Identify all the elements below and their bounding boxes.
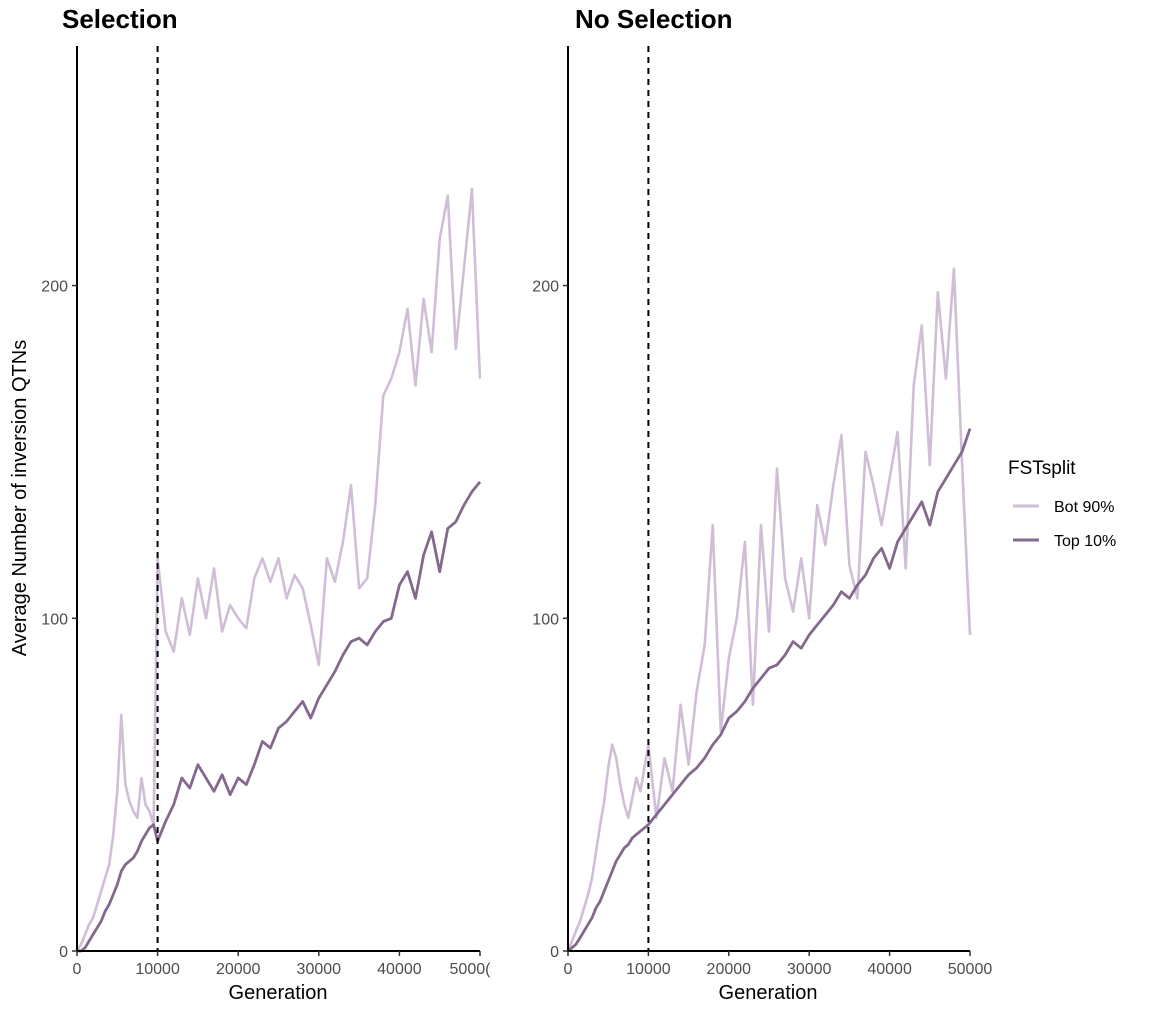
series-line-top-10 xyxy=(77,481,482,953)
x-tick-label: 10000 xyxy=(135,961,180,978)
y-tick-label: 200 xyxy=(41,279,68,296)
legend: FSTsplit Bot 90% Top 10% xyxy=(1008,458,1116,550)
legend-label-top: Top 10% xyxy=(1054,533,1116,550)
x-tick-label: 20000 xyxy=(707,961,752,978)
y-tick-label: 0 xyxy=(550,944,559,961)
x-tick-label: 30000 xyxy=(787,961,832,978)
legend-title: FSTsplit xyxy=(1008,458,1076,479)
panel-no-selection: No Selection 0 10000 20000 30000 40000 50000 … xyxy=(532,4,992,1004)
y-ticks: 0 100 200 xyxy=(41,279,77,961)
y-tick-label: 100 xyxy=(41,611,68,628)
y-tick-label: 0 xyxy=(59,944,68,961)
x-ticks: 0 10000 20000 30000 40000 50000 xyxy=(564,951,993,978)
x-tick-label: 0 xyxy=(73,961,82,978)
y-ticks: 0 100 200 xyxy=(532,279,568,961)
x-tick-label: 50000 xyxy=(948,961,993,978)
panel-selection: Selection 0 10000 20000 30000 40000 5000( 0 10… xyxy=(41,4,491,1004)
legend-label-bot: Bot 90% xyxy=(1054,499,1114,516)
series-lines xyxy=(75,187,482,953)
y-tick-label: 100 xyxy=(532,611,559,628)
series-line-bot-90 xyxy=(75,187,482,952)
series-lines xyxy=(566,267,972,953)
y-axis-title: Average Number of inversion QTNs xyxy=(9,340,31,656)
series-line-bot-90 xyxy=(566,267,972,952)
x-tick-label: 40000 xyxy=(377,961,422,978)
x-tick-label: 10000 xyxy=(626,961,671,978)
x-tick-label: 5000( xyxy=(450,961,492,978)
x-tick-label: 20000 xyxy=(216,961,261,978)
y-tick-label: 200 xyxy=(532,279,559,296)
panel-title: Selection xyxy=(62,4,178,34)
x-ticks: 0 10000 20000 30000 40000 5000( xyxy=(73,951,492,978)
panel-title: No Selection xyxy=(575,4,732,34)
series-line-top-10 xyxy=(567,428,972,953)
x-tick-label: 30000 xyxy=(297,961,342,978)
x-tick-label: 40000 xyxy=(867,961,912,978)
x-axis-title: Generation xyxy=(719,982,818,1004)
x-tick-label: 0 xyxy=(564,961,573,978)
x-axis-title: Generation xyxy=(229,982,328,1004)
